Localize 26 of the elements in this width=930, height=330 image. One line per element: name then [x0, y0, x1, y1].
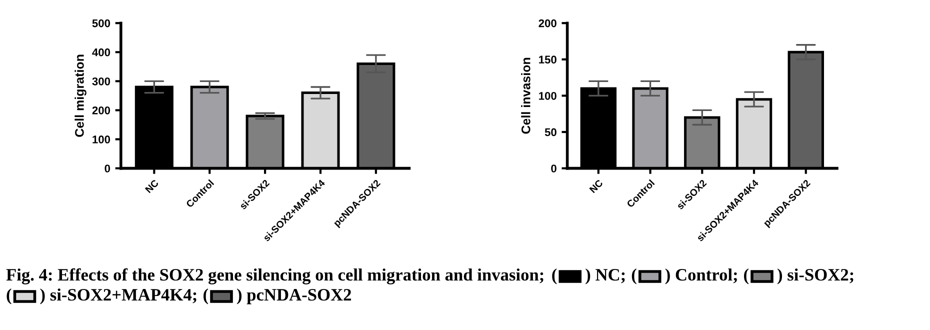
text: ) pcNDA-SOX2	[237, 288, 352, 304]
y-tick-label: 300	[92, 77, 110, 86]
text: (	[552, 268, 557, 284]
y-axis-title: Cell migration	[74, 54, 86, 137]
text: (	[632, 268, 636, 284]
y-axis-title: Cell invasion	[521, 58, 530, 134]
y-tick-label: 50	[544, 128, 556, 136]
y-tick-label: 0	[551, 164, 556, 172]
text: ) si-SOX2;	[778, 268, 854, 284]
x-tick-label: NC	[144, 179, 160, 194]
y-tick-label: 500	[92, 19, 110, 28]
caption: Fig. 4: Effects of the SOX2 gene silencing on cell migration and invasion;	[6, 268, 544, 284]
text: ) Control;	[665, 268, 737, 284]
y-tick-label: 0	[104, 164, 110, 172]
y-tick-label: 400	[92, 48, 110, 56]
text: (	[744, 268, 748, 284]
y-tick-label: 200	[92, 106, 110, 114]
text: (	[204, 288, 208, 304]
text: (	[6, 288, 12, 304]
y-tick-label: 150	[539, 56, 556, 64]
y-tick-label: 200	[538, 19, 556, 28]
y-tick-label: 100	[92, 136, 110, 144]
y-tick-label: 100	[539, 92, 556, 100]
x-tick-label: NC	[589, 179, 604, 194]
text: ) si-SOX2+MAP4K4;	[40, 288, 196, 304]
text: ) NC;	[586, 268, 625, 284]
